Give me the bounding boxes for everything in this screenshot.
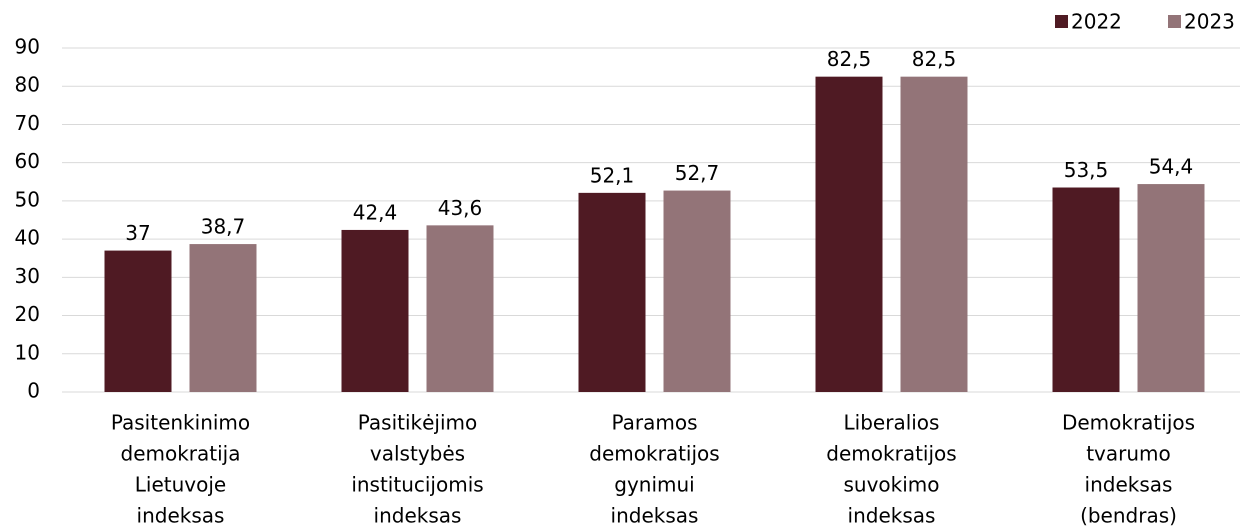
y-tick-label: 10 [15,340,40,364]
data-label: 38,7 [201,215,246,239]
y-tick-label: 90 [15,35,40,59]
bar [578,192,646,392]
y-tick-label: 20 [15,302,40,326]
bar [341,229,409,392]
x-tick-label: institucijomis [351,473,483,497]
x-tick-label: Pasitikėjimo [358,411,478,435]
bar [663,190,731,392]
bar [1137,184,1205,392]
bar [1052,187,1120,392]
x-tick-label: demokratija [121,442,241,466]
data-label: 43,6 [438,196,483,220]
x-tick-label: Paramos [611,411,697,435]
x-tick-label: (bendras) [1080,504,1177,526]
data-label: 52,1 [590,163,635,187]
y-tick-label: 50 [15,187,40,211]
legend-label: 2022 [1071,10,1122,34]
x-tick-label: valstybės [370,442,465,466]
x-tick-label: Pasitenkinimo [111,411,250,435]
x-tick-label: indeksas [374,504,462,526]
data-label: 37 [125,221,150,245]
data-label: 52,7 [675,161,720,185]
x-tick-label: Liberalios [844,411,940,435]
x-tick-label: indeksas [611,504,699,526]
y-tick-label: 0 [27,379,40,403]
y-tick-label: 30 [15,264,40,288]
data-label: 42,4 [353,200,398,224]
x-tick-label: indeksas [848,504,936,526]
bar [426,225,494,392]
x-tick-label: Lietuvoje [135,473,226,497]
x-tick-label: demokratijos [826,442,956,466]
y-tick-label: 70 [15,111,40,135]
data-label: 53,5 [1064,158,1109,182]
bar [189,244,257,392]
data-label: 82,5 [912,47,957,71]
x-tick-label: indeksas [1085,473,1173,497]
data-label: 54,4 [1149,155,1194,179]
legend-swatch [1168,15,1181,28]
y-tick-label: 80 [15,73,40,97]
x-tick-label: suvokimo [843,473,939,497]
bar [815,76,883,393]
x-tick-label: Demokratijos [1062,411,1195,435]
legend-label: 2023 [1184,10,1235,34]
bar [900,76,968,393]
x-tick-label: demokratijos [589,442,719,466]
bar [104,250,172,392]
y-tick-label: 40 [15,226,40,250]
x-tick-label: gynimui [614,473,694,497]
x-tick-label: tvarumo [1086,442,1171,466]
y-tick-label: 60 [15,149,40,173]
x-tick-label: indeksas [137,504,225,526]
data-label: 82,5 [827,47,872,71]
legend-swatch [1055,15,1068,28]
